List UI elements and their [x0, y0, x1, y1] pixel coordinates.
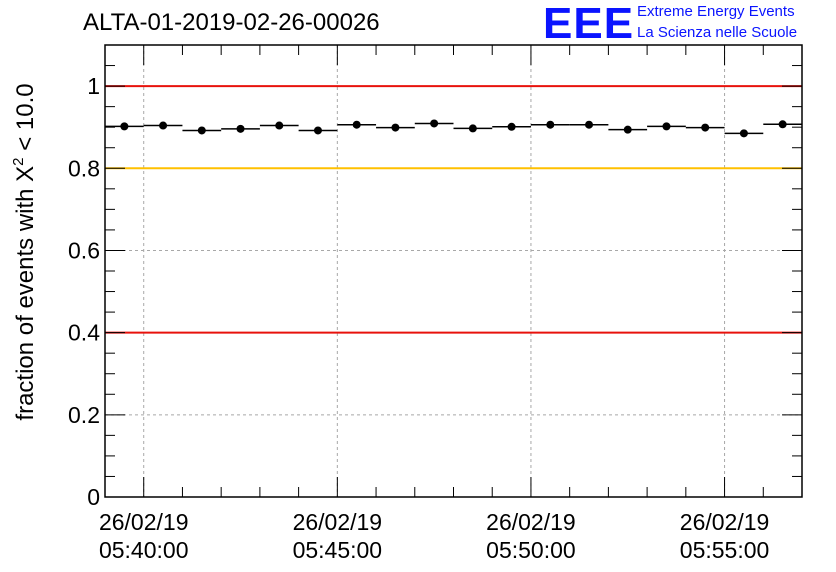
data-point	[507, 122, 516, 131]
x-tick-labels: 26/02/1905:40:0026/02/1905:45:0026/02/19…	[99, 509, 769, 563]
data-point	[275, 121, 284, 130]
logo-text-line1: Extreme Energy Events	[637, 3, 795, 20]
data-point	[120, 122, 129, 131]
logo-text-line2: La Scienza nelle Scuole	[637, 24, 798, 41]
data-point	[778, 120, 787, 129]
x-tick-label-time: 05:55:00	[680, 537, 770, 563]
data-point	[468, 124, 477, 133]
y-tick-label: 0.6	[68, 237, 100, 263]
data-point	[662, 122, 671, 131]
x-tick-label-date: 26/02/19	[99, 509, 189, 535]
x-tick-label-date: 26/02/19	[486, 509, 576, 535]
x-tick-label-time: 05:50:00	[486, 537, 576, 563]
x-tick-label-time: 05:40:00	[99, 537, 189, 563]
data-point	[701, 123, 710, 132]
reference-lines	[105, 85, 802, 334]
y-tick-label: 1	[87, 73, 100, 99]
data-point	[546, 120, 555, 129]
axes	[104, 44, 803, 498]
data-points	[105, 119, 802, 138]
data-point	[391, 123, 400, 132]
y-tick-label: 0.8	[68, 155, 100, 181]
y-tick-labels: 0 0.2 0.4 0.6 0.8 1	[68, 73, 100, 510]
grid-lines	[105, 45, 802, 497]
data-point	[739, 129, 748, 138]
data-point	[585, 120, 594, 129]
data-point	[159, 121, 168, 130]
plot-frame	[104, 44, 803, 498]
y-tick-label: 0	[87, 484, 100, 510]
y-axis-label: fraction of events with X2 < 10.0	[10, 83, 39, 420]
data-point	[623, 125, 632, 134]
y-tick-label: 0.2	[68, 402, 100, 428]
y-tick-label: 0.4	[68, 320, 100, 346]
x-tick-label-date: 26/02/19	[293, 509, 383, 535]
data-point	[352, 120, 361, 129]
data-point	[236, 124, 245, 133]
chart-title: ALTA-01-2019-02-26-00026	[83, 9, 380, 36]
x-tick-label-date: 26/02/19	[680, 509, 770, 535]
data-point	[313, 126, 322, 135]
eee-logo-mark: EEE	[543, 0, 635, 48]
data-point	[197, 126, 206, 135]
x-tick-label-time: 05:45:00	[293, 537, 383, 563]
data-point	[430, 119, 439, 128]
